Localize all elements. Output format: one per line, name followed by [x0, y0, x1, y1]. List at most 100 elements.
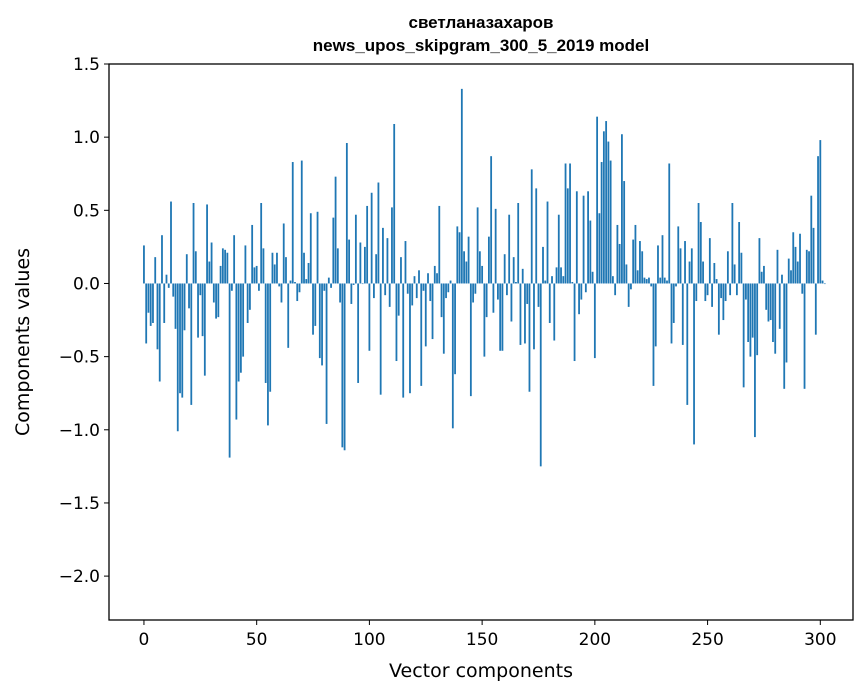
bar: [760, 271, 763, 284]
bar: [639, 241, 641, 284]
bar: [557, 214, 560, 284]
bar: [627, 283, 630, 307]
bar: [742, 283, 745, 388]
bar: [239, 283, 242, 373]
bar: [255, 265, 258, 284]
bar: [406, 283, 409, 294]
bar: [354, 214, 357, 284]
bar: [697, 203, 700, 284]
bar: [323, 283, 326, 291]
bar: [711, 283, 713, 307]
bar: [152, 283, 154, 323]
bar: [212, 283, 215, 303]
bar: [726, 251, 729, 284]
bar: [600, 162, 603, 284]
bar: [391, 207, 393, 284]
bar: [242, 283, 245, 357]
bar: [318, 283, 321, 359]
bar: [400, 257, 402, 284]
bar: [467, 236, 470, 284]
bar: [598, 213, 601, 284]
bar: [715, 279, 718, 284]
bar: [409, 283, 411, 394]
bar: [158, 283, 161, 382]
bar: [630, 283, 632, 290]
bar: [808, 251, 810, 284]
bar: [551, 276, 553, 284]
bar: [287, 283, 290, 348]
bar: [641, 251, 644, 284]
bar: [359, 242, 362, 284]
x-tick-label: 200: [579, 630, 611, 650]
bar: [314, 283, 317, 326]
bar: [472, 283, 475, 303]
chart-subtitle: news_upos_skipgram_300_5_2019 model: [313, 36, 649, 55]
bar: [147, 283, 150, 313]
bar: [206, 204, 208, 284]
bar: [751, 283, 754, 338]
plot-frame: [108, 63, 854, 621]
bar: [285, 257, 287, 284]
bar: [420, 283, 423, 386]
bar: [578, 283, 580, 315]
bar: [490, 156, 493, 284]
bar: [512, 257, 515, 284]
bar: [607, 141, 610, 284]
bar: [161, 235, 163, 284]
bar: [476, 207, 479, 284]
bar: [524, 283, 526, 344]
bar: [172, 283, 175, 297]
bar: [463, 251, 465, 284]
bar: [792, 232, 795, 284]
bar: [454, 283, 456, 375]
bar: [494, 208, 497, 284]
bar: [573, 283, 576, 362]
bar: [661, 235, 664, 284]
bar: [438, 205, 441, 284]
bar: [812, 227, 815, 284]
bar: [695, 283, 698, 302]
bar: [688, 261, 691, 284]
bar: [458, 232, 461, 284]
bar: [724, 283, 727, 302]
bar: [228, 283, 231, 458]
bar: [303, 252, 305, 284]
bar: [614, 283, 617, 296]
x-axis-label: Vector components: [389, 660, 573, 682]
y-axis: 1.5 1.0 0.5 0.0 −0.5 −1.0 −1.5 −2.0: [59, 55, 109, 587]
bar: [616, 224, 619, 284]
bar: [436, 273, 438, 284]
bar: [560, 267, 562, 284]
x-tick-label: 0: [139, 630, 150, 650]
bar: [548, 283, 551, 323]
bar: [681, 283, 684, 345]
bar: [497, 283, 499, 300]
bar: [717, 283, 720, 335]
bar: [485, 283, 488, 318]
bar: [781, 274, 783, 284]
bar: [469, 283, 472, 397]
bar: [237, 283, 240, 382]
bar: [291, 162, 294, 284]
bar: [215, 283, 217, 319]
bar: [221, 248, 224, 284]
bar: [163, 283, 166, 323]
bar: [591, 271, 594, 284]
bar: [300, 160, 303, 284]
bar: [325, 283, 328, 424]
bar: [670, 283, 673, 344]
bar: [244, 245, 247, 284]
bar: [659, 277, 662, 284]
bar: [386, 238, 389, 284]
bar: [156, 283, 159, 350]
bar: [605, 121, 608, 284]
bar: [418, 270, 420, 284]
bar: [508, 214, 511, 284]
bar: [796, 261, 799, 284]
bar: [823, 283, 826, 285]
bar: [289, 280, 292, 284]
bar: [720, 283, 723, 299]
bar: [733, 264, 736, 284]
bar: [176, 283, 179, 432]
bar: [663, 277, 666, 284]
